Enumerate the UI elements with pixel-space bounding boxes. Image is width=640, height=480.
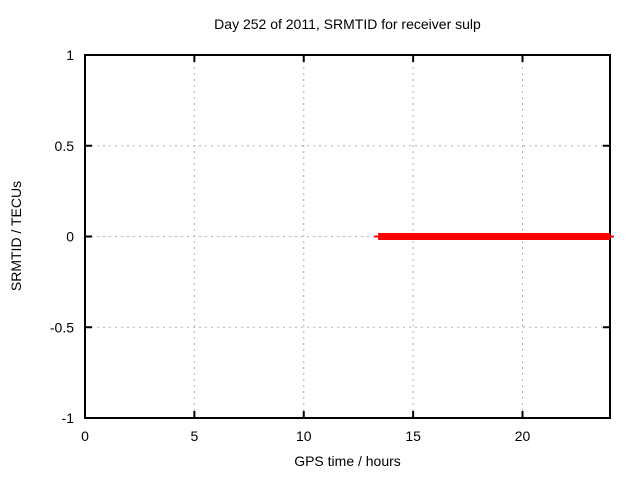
y-tick-label: 1 bbox=[66, 47, 74, 63]
x-tick-label: 10 bbox=[296, 428, 312, 444]
y-tick-label: 0 bbox=[66, 229, 74, 245]
y-tick-label: -0.5 bbox=[50, 319, 74, 335]
x-tick-label: 5 bbox=[190, 428, 198, 444]
x-axis-label: GPS time / hours bbox=[294, 453, 401, 469]
x-tick-label: 15 bbox=[405, 428, 421, 444]
x-tick-label: 0 bbox=[81, 428, 89, 444]
y-tick-label: -1 bbox=[62, 410, 75, 426]
chart-title: Day 252 of 2011, SRMTID for receiver sul… bbox=[214, 16, 481, 32]
y-tick-label: 0.5 bbox=[55, 138, 75, 154]
x-tick-label: 20 bbox=[515, 428, 531, 444]
